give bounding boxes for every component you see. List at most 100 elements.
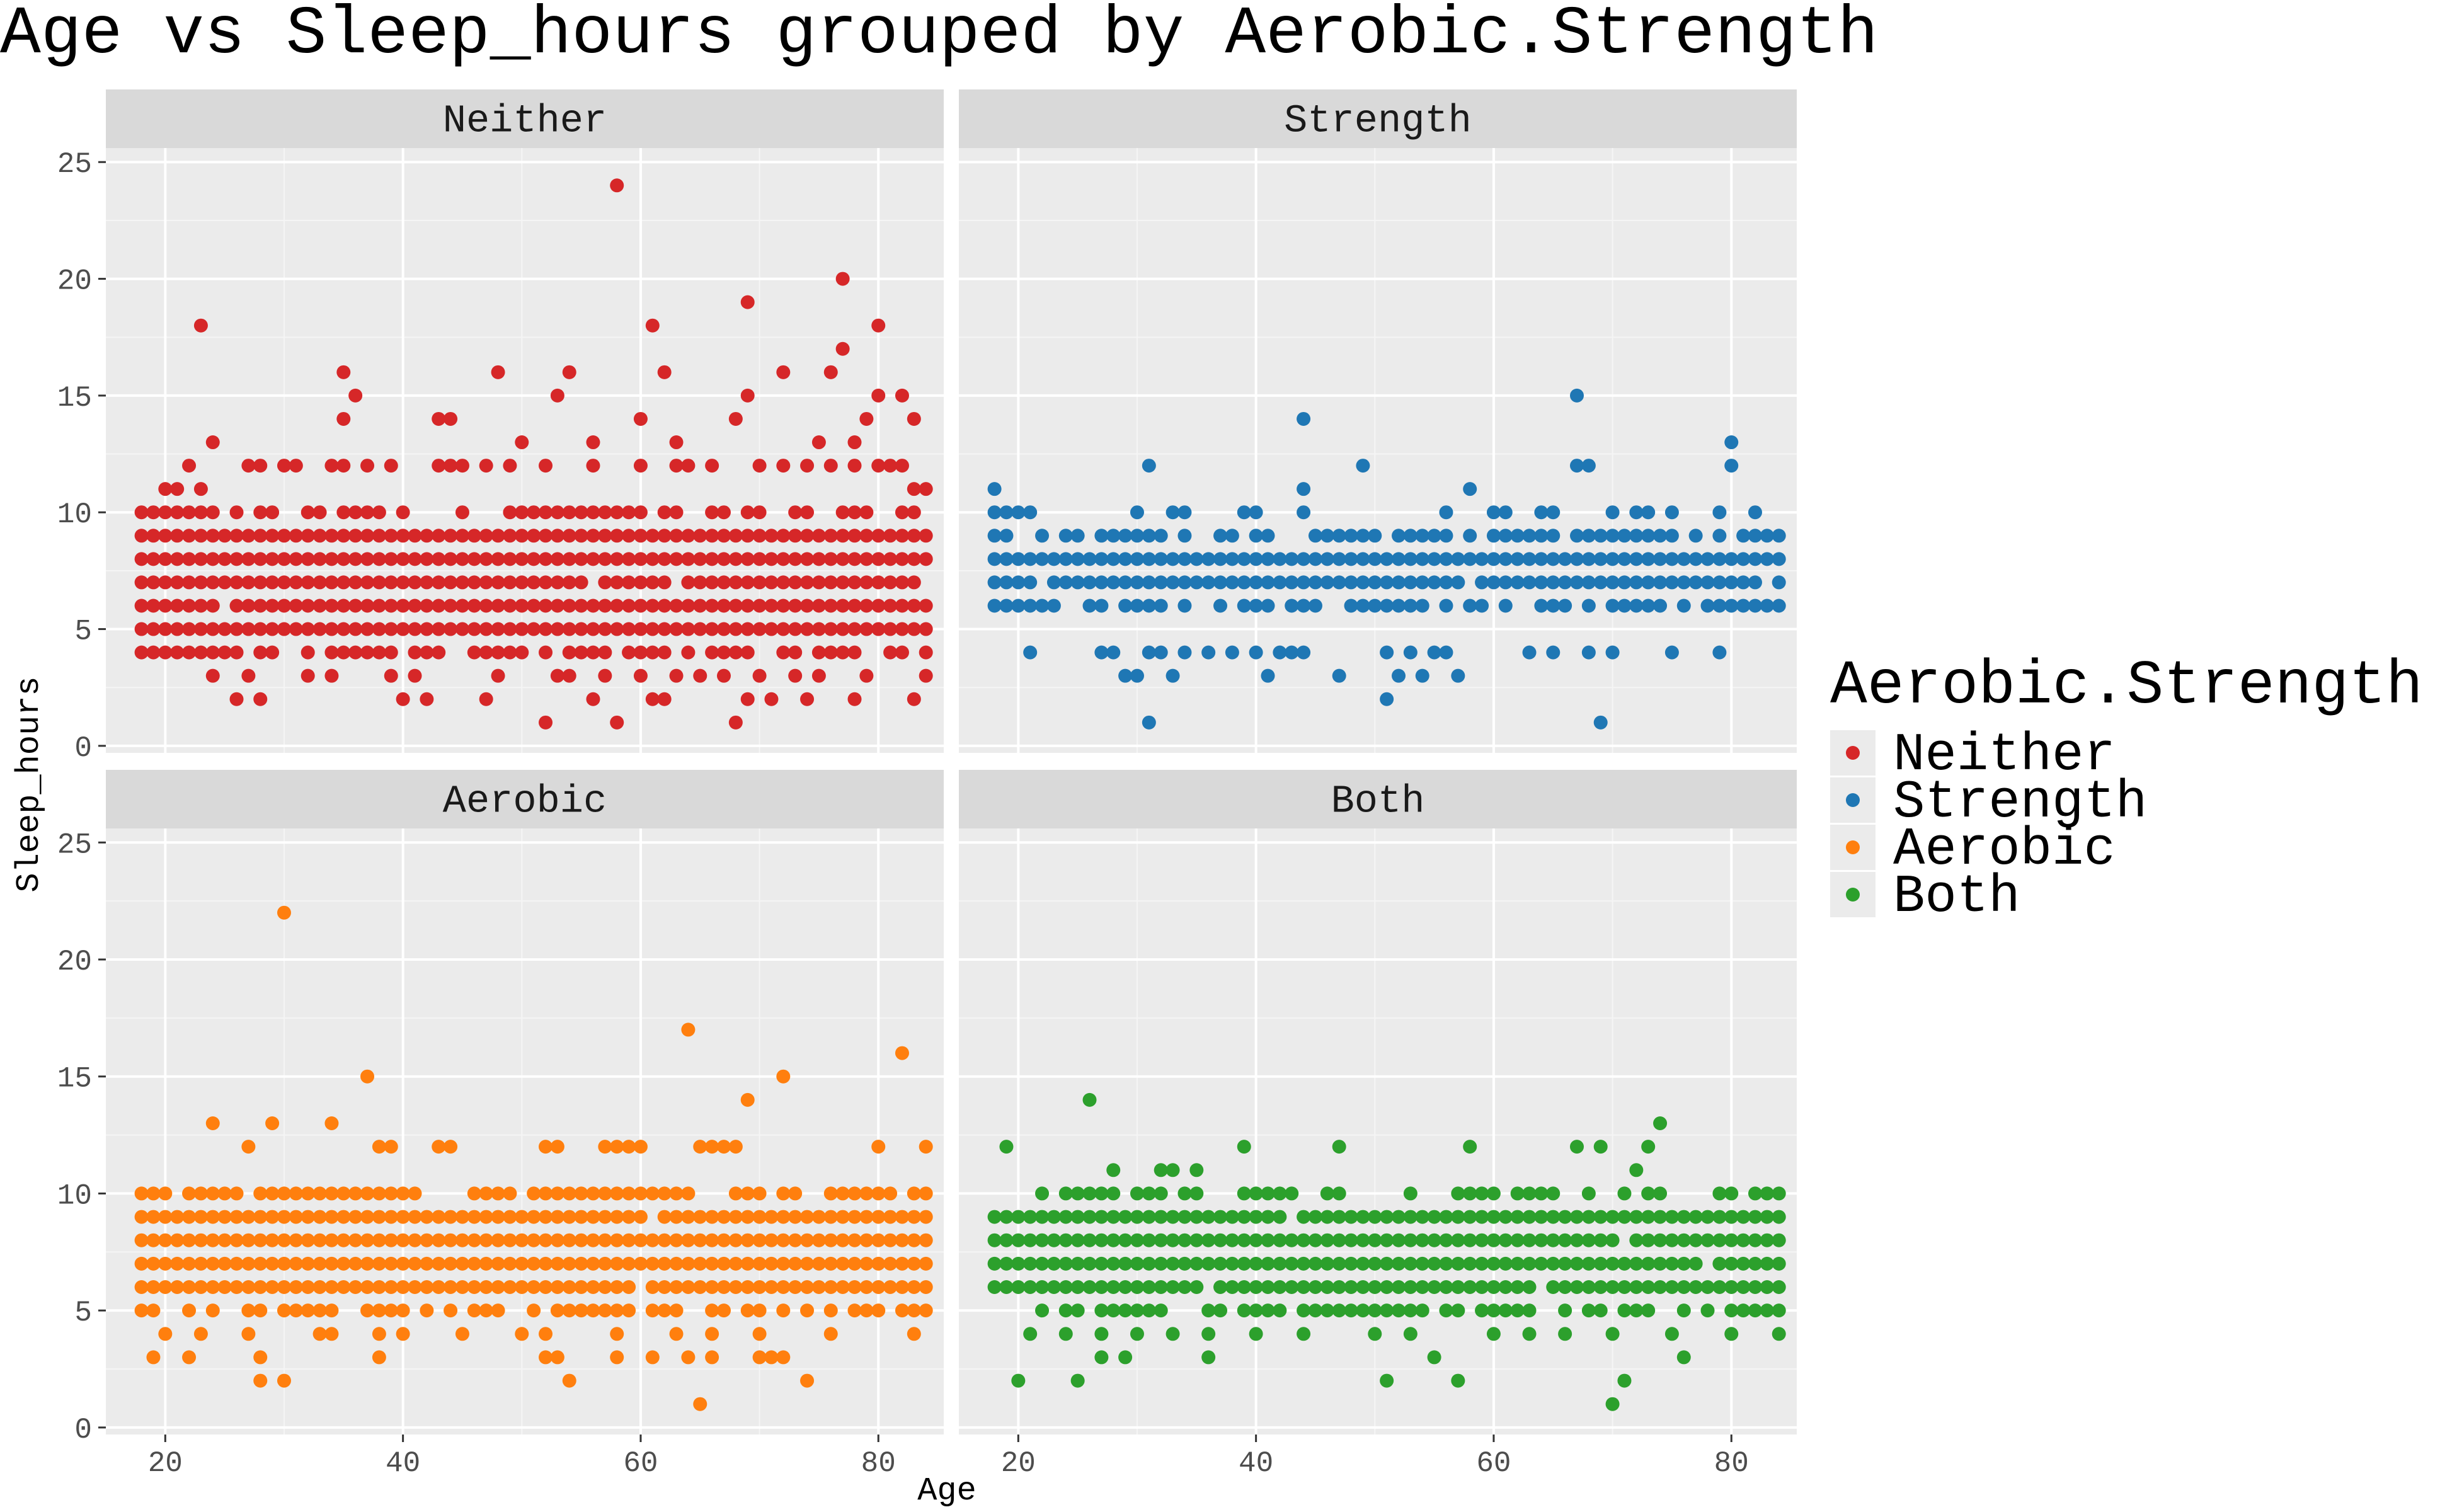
data-point bbox=[1356, 552, 1370, 566]
data-point bbox=[728, 1140, 743, 1154]
data-point bbox=[539, 575, 553, 590]
data-point bbox=[1201, 1327, 1216, 1341]
data-point bbox=[550, 1186, 564, 1201]
data-point bbox=[1225, 552, 1239, 566]
data-point bbox=[1546, 552, 1561, 566]
data-point bbox=[1011, 1280, 1026, 1294]
data-point bbox=[1427, 1233, 1441, 1247]
data-point bbox=[705, 1303, 719, 1318]
data-point bbox=[1201, 1350, 1216, 1365]
data-point bbox=[1451, 1233, 1465, 1247]
data-point bbox=[764, 1210, 779, 1224]
data-point bbox=[1285, 552, 1299, 566]
data-point bbox=[610, 1303, 624, 1318]
data-point bbox=[1142, 529, 1156, 543]
data-point bbox=[1772, 598, 1786, 613]
data-point bbox=[788, 1210, 803, 1224]
data-point bbox=[633, 622, 648, 636]
data-point bbox=[360, 1186, 375, 1201]
data-point bbox=[847, 552, 862, 566]
data-point bbox=[444, 1303, 458, 1318]
data-point bbox=[1569, 1210, 1584, 1224]
data-point bbox=[1569, 1233, 1584, 1247]
data-point bbox=[205, 435, 220, 450]
facet-strip bbox=[106, 89, 944, 148]
data-point bbox=[835, 645, 850, 660]
data-point bbox=[1297, 552, 1311, 566]
data-point bbox=[372, 1210, 386, 1224]
data-point bbox=[1403, 645, 1418, 660]
data-point bbox=[1486, 1280, 1501, 1294]
data-point bbox=[479, 622, 493, 636]
data-point bbox=[1118, 529, 1133, 543]
data-point bbox=[1130, 1256, 1144, 1271]
data-point bbox=[1605, 598, 1620, 613]
data-point bbox=[1569, 1280, 1584, 1294]
data-point bbox=[241, 1140, 256, 1154]
x-tick-label: 40 bbox=[1239, 1447, 1273, 1480]
data-point bbox=[182, 598, 197, 613]
data-point bbox=[1522, 1327, 1537, 1341]
data-point bbox=[182, 1233, 197, 1247]
data-point bbox=[491, 1210, 505, 1224]
data-point bbox=[883, 552, 898, 566]
data-point bbox=[193, 318, 208, 333]
data-point bbox=[265, 1256, 280, 1271]
data-point bbox=[1522, 1303, 1537, 1318]
data-point bbox=[277, 1373, 291, 1388]
data-point bbox=[847, 575, 862, 590]
data-point bbox=[1380, 552, 1394, 566]
data-point bbox=[574, 1210, 588, 1224]
data-point bbox=[800, 505, 815, 520]
data-point bbox=[752, 529, 767, 543]
data-point bbox=[1046, 1280, 1061, 1294]
data-point bbox=[752, 1303, 767, 1318]
data-point bbox=[1498, 552, 1513, 566]
data-point bbox=[871, 1233, 886, 1247]
data-point bbox=[1356, 1233, 1370, 1247]
data-point bbox=[598, 598, 612, 613]
data-point bbox=[633, 411, 648, 426]
data-point bbox=[1106, 1233, 1121, 1247]
data-point bbox=[1273, 1280, 1287, 1294]
data-point bbox=[515, 1233, 529, 1247]
data-point bbox=[1130, 1210, 1144, 1224]
data-point bbox=[1403, 1303, 1418, 1318]
data-point bbox=[1356, 575, 1370, 590]
data-point bbox=[396, 1210, 410, 1224]
data-point bbox=[1724, 1327, 1739, 1341]
data-point bbox=[182, 1280, 197, 1294]
data-point bbox=[622, 598, 636, 613]
data-point bbox=[515, 1210, 529, 1224]
data-point bbox=[1439, 598, 1453, 613]
data-point bbox=[408, 1210, 422, 1224]
data-point bbox=[811, 1256, 826, 1271]
data-point bbox=[728, 575, 743, 590]
data-point bbox=[633, 575, 648, 590]
data-point bbox=[788, 598, 803, 613]
data-point bbox=[1439, 1210, 1453, 1224]
data-point bbox=[1177, 598, 1192, 613]
data-point bbox=[622, 575, 636, 590]
data-point bbox=[1273, 1303, 1287, 1318]
data-point bbox=[669, 1280, 684, 1294]
data-point bbox=[598, 1303, 612, 1318]
data-point bbox=[384, 668, 398, 683]
data-point bbox=[312, 622, 327, 636]
data-point bbox=[1546, 1256, 1561, 1271]
data-point bbox=[384, 1186, 398, 1201]
data-point bbox=[823, 622, 838, 636]
data-point bbox=[158, 575, 173, 590]
data-point bbox=[229, 529, 244, 543]
data-point bbox=[170, 529, 185, 543]
data-point bbox=[1605, 1280, 1620, 1294]
data-point bbox=[1154, 529, 1168, 543]
data-point bbox=[539, 1210, 553, 1224]
data-point bbox=[728, 715, 743, 730]
facet-strip-label: Strength bbox=[1284, 99, 1472, 144]
data-point bbox=[253, 1303, 268, 1318]
data-point bbox=[1130, 552, 1144, 566]
data-point bbox=[527, 1210, 541, 1224]
data-point bbox=[1070, 1233, 1085, 1247]
data-point bbox=[491, 645, 505, 660]
